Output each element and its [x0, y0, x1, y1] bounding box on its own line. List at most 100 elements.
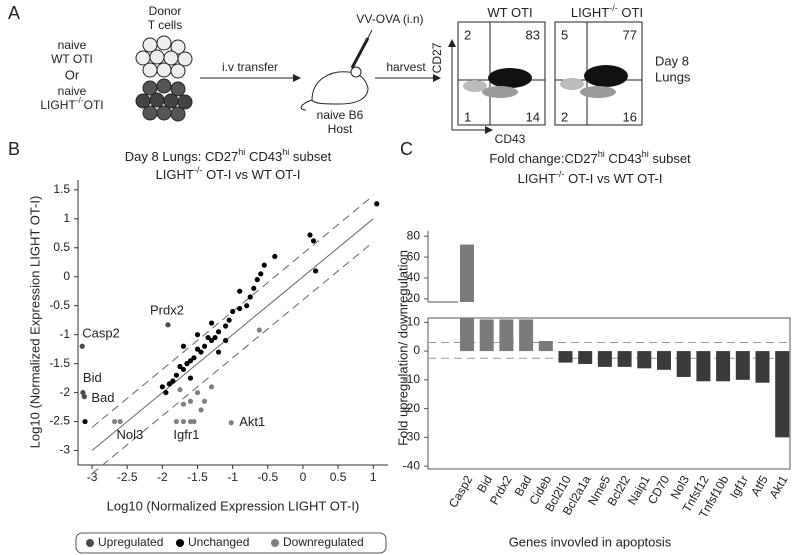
- quadrant-value: 16: [623, 109, 637, 124]
- point: [212, 334, 218, 341]
- legend-label: Downregulated: [283, 535, 364, 549]
- point: [81, 394, 87, 400]
- wt-cells: [135, 35, 193, 79]
- point: [180, 366, 187, 373]
- panel-a-art: [135, 21, 643, 134]
- bar: [676, 351, 691, 377]
- bar: [460, 318, 474, 352]
- point: [261, 262, 267, 268]
- point-label: Casp2: [82, 326, 120, 341]
- bar: [617, 351, 632, 367]
- legend-marker: [86, 539, 94, 547]
- point: [223, 337, 229, 344]
- y-axis-label: Fold upregulation/ downregulation: [395, 250, 410, 446]
- x-tick-label: -1.5: [187, 470, 208, 484]
- point: [205, 334, 211, 341]
- point: [307, 232, 313, 238]
- legend-label: Upregulated: [98, 535, 163, 549]
- point: [226, 317, 232, 323]
- plot-frame: [427, 317, 791, 470]
- point-label: Bid: [83, 370, 102, 385]
- bar: [597, 351, 612, 367]
- step-label: harvest: [386, 60, 426, 74]
- quadrant-value: 5: [561, 27, 568, 42]
- marker-label: CD43: [495, 132, 526, 146]
- point: [223, 323, 229, 329]
- chart-title: Day 8 Lungs: CD27hi CD43hi subset: [125, 147, 332, 164]
- y-tick-label: 0.5: [53, 240, 70, 254]
- text-part: Fold change:CD27: [489, 151, 597, 166]
- bar: [735, 351, 750, 380]
- point: [251, 285, 257, 291]
- text-part: OTI: [618, 5, 643, 20]
- point: [247, 294, 253, 300]
- quadrant-value: 2: [561, 109, 568, 124]
- point: [180, 418, 187, 425]
- point: [312, 268, 319, 274]
- point: [79, 343, 85, 349]
- y-tick-label: -3: [59, 443, 70, 457]
- point: [198, 349, 204, 355]
- point: [230, 308, 236, 315]
- point: [201, 343, 208, 349]
- point: [170, 378, 176, 384]
- group-label: LIGHT-/-OTI: [40, 95, 103, 112]
- y-tick-label: 40: [407, 270, 421, 284]
- point: [208, 384, 215, 390]
- x-tick-label: Akt1: [766, 473, 790, 501]
- guide-line: [91, 218, 374, 451]
- point: [272, 253, 278, 260]
- text-part: Day 8 Lungs: CD27: [125, 149, 238, 164]
- point: [163, 389, 169, 396]
- point: [177, 363, 183, 370]
- step-label: i.v transfer: [222, 60, 278, 74]
- superscript: hi: [598, 149, 605, 159]
- x-tick-label: -2.5: [117, 470, 138, 484]
- bar: [538, 341, 553, 352]
- ko-cells: [135, 78, 193, 122]
- chart-subtitle: LIGHT-/- OT-I vs WT OT-I: [518, 169, 663, 186]
- text-part: LIGHT: [156, 167, 194, 182]
- point: [180, 343, 187, 349]
- bar: [657, 351, 671, 370]
- y-axis-label: Log10 (Normalized Expression LIGHT OT-I): [27, 196, 42, 449]
- y-tick-label: -0.5: [49, 298, 70, 312]
- y-tick-label: 10: [407, 314, 421, 328]
- y-tick-label: 1: [63, 211, 70, 225]
- x-tick-label: -0.5: [257, 470, 278, 484]
- host-label: Host: [328, 122, 353, 136]
- tissue-label: Lungs: [655, 69, 691, 84]
- y-tick-label: -2: [59, 385, 70, 399]
- legend-label: Unchanged: [188, 535, 249, 549]
- point: [194, 332, 201, 338]
- point: [374, 201, 380, 207]
- bar-upper: [460, 244, 474, 302]
- point: [228, 420, 234, 426]
- y-tick-label: -40: [403, 458, 421, 472]
- point: [180, 401, 187, 407]
- point: [173, 418, 180, 425]
- panel-label: A: [8, 3, 20, 23]
- point: [187, 358, 194, 364]
- flow-plot: [457, 21, 546, 126]
- donor-label: Donor: [149, 4, 182, 18]
- point: [159, 384, 165, 390]
- bar: [499, 319, 514, 352]
- plot-title: LIGHT-/- OTI: [571, 3, 643, 20]
- point: [254, 277, 260, 283]
- tissue-label: Day 8: [655, 53, 689, 68]
- y-tick-label: 80: [407, 228, 421, 242]
- bar: [696, 351, 711, 382]
- point: [208, 337, 215, 344]
- y-tick-label: -20: [403, 401, 421, 415]
- superscript: -/-: [76, 95, 84, 105]
- point: [165, 322, 171, 328]
- text-part: OT-I vs WT OT-I: [202, 167, 300, 182]
- point: [194, 389, 201, 396]
- quadrant-value: 1: [464, 109, 471, 124]
- x-tick-label: 0.5: [330, 470, 347, 484]
- superscript: -/-: [609, 3, 618, 13]
- point: [166, 381, 172, 387]
- chart-subtitle: LIGHT-/- OT-I vs WT OT-I: [156, 165, 301, 182]
